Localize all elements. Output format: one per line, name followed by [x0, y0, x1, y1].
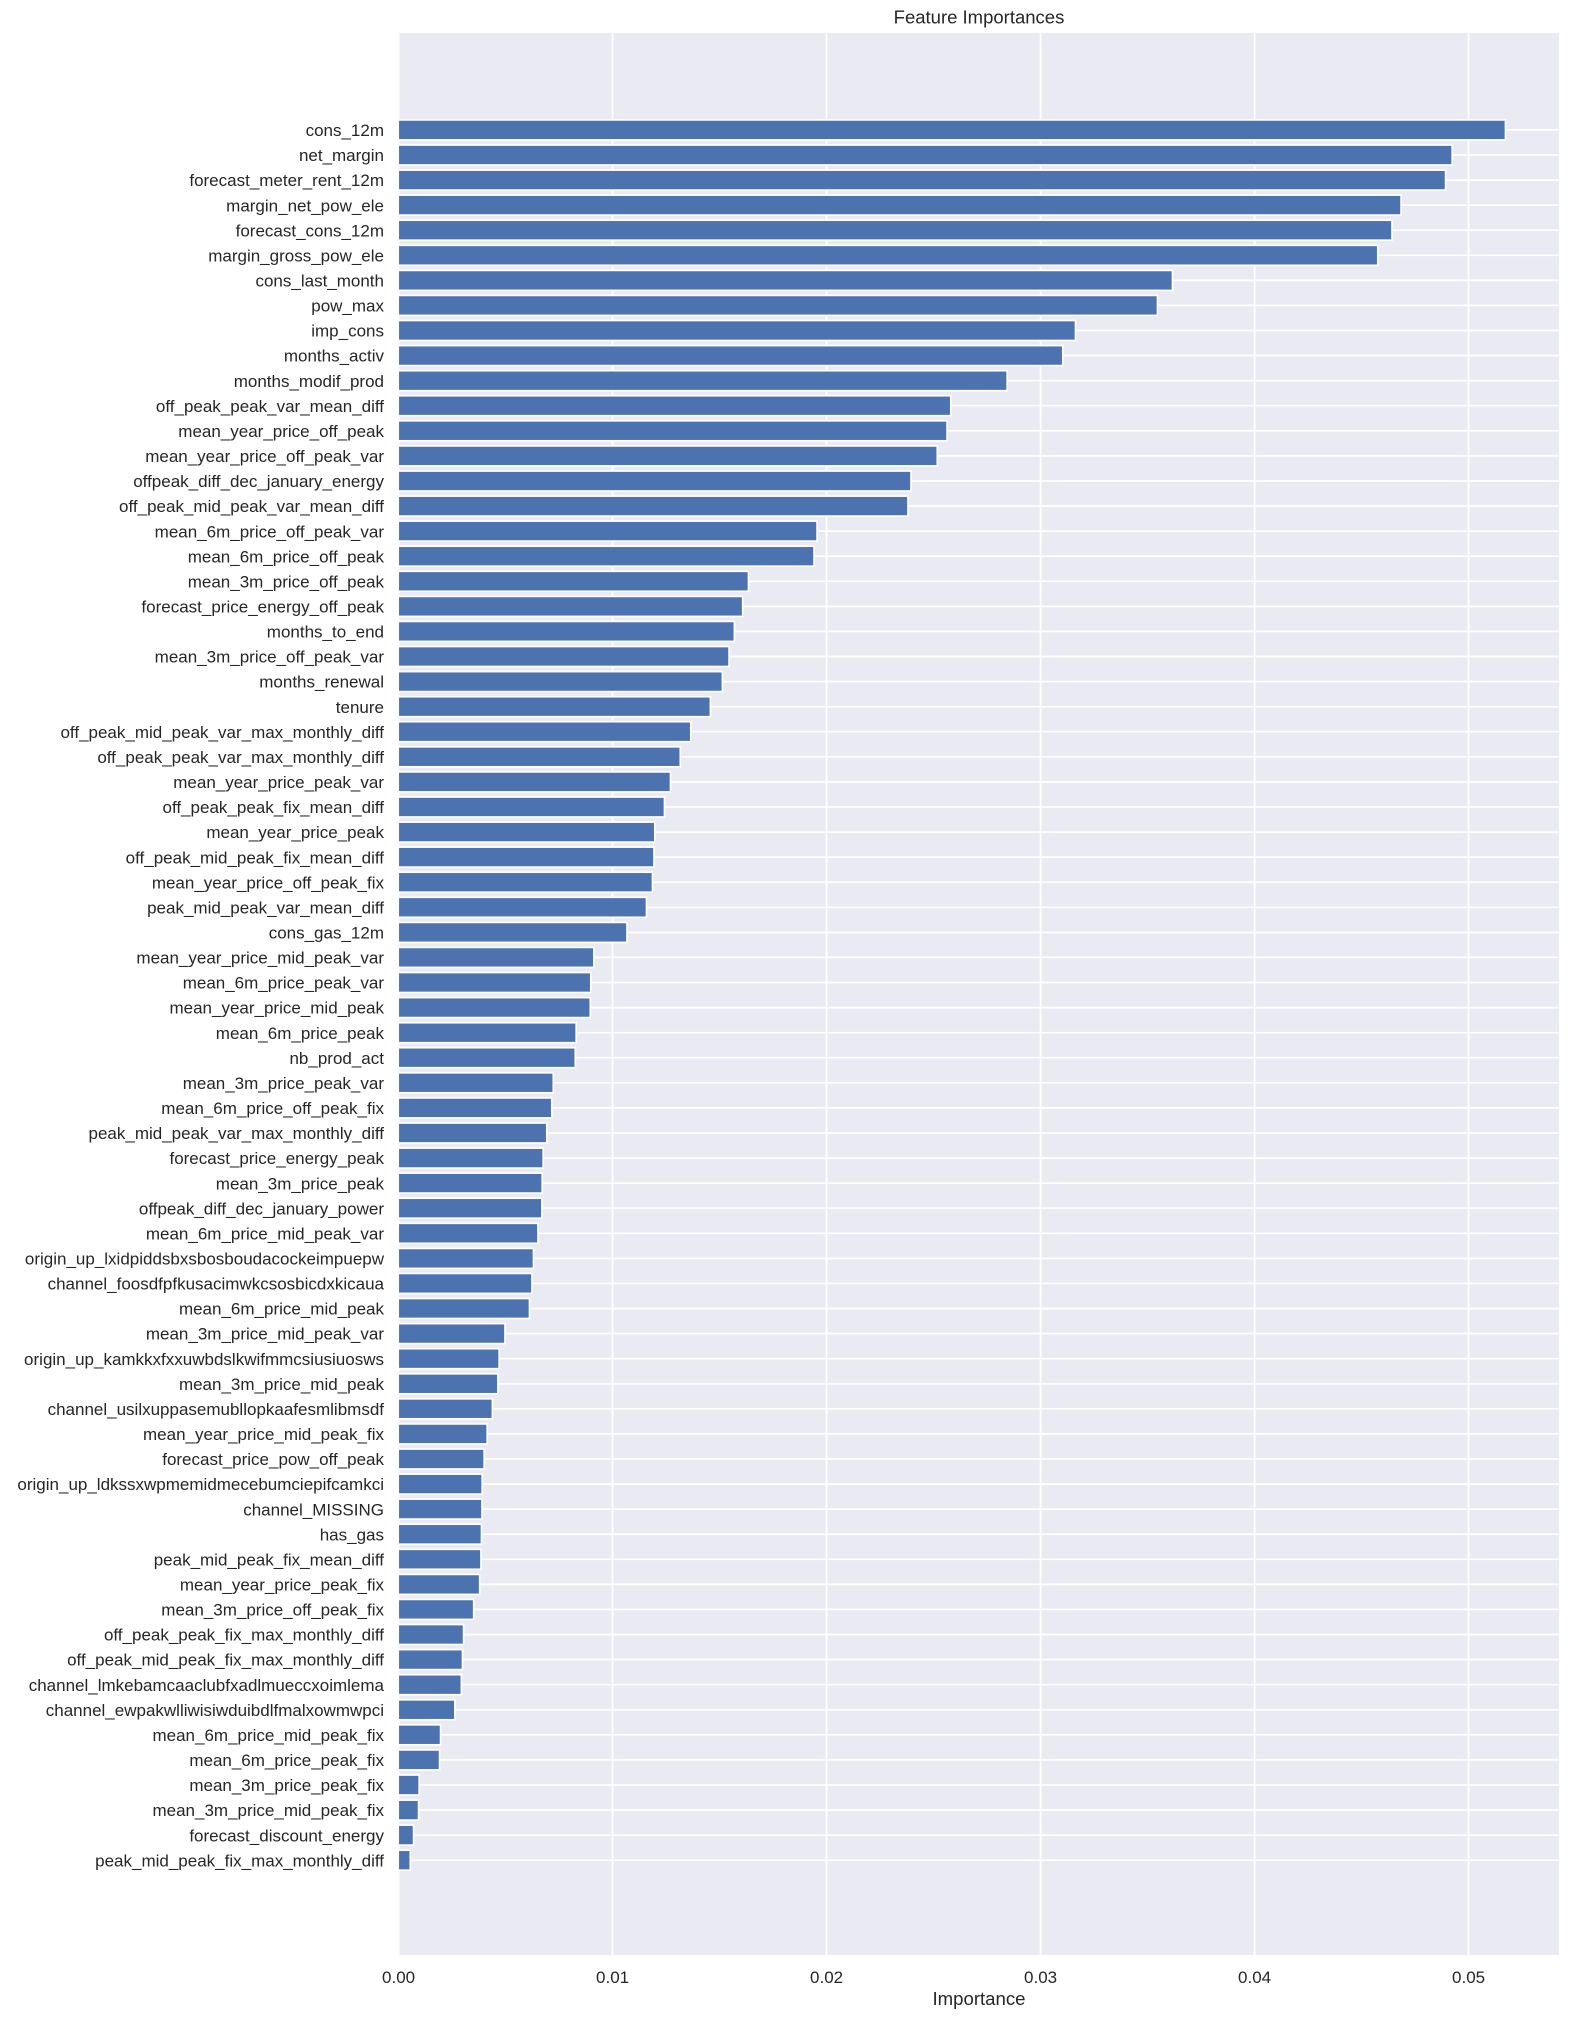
svg-text:mean_6m_price_mid_peak_var: mean_6m_price_mid_peak_var — [146, 1224, 384, 1243]
svg-text:0.00: 0.00 — [382, 1968, 415, 1987]
svg-text:mean_year_price_off_peak: mean_year_price_off_peak — [178, 422, 384, 441]
svg-text:mean_3m_price_peak: mean_3m_price_peak — [216, 1174, 385, 1193]
svg-text:forecast_discount_energy: forecast_discount_energy — [189, 1826, 384, 1845]
svg-text:cons_last_month: cons_last_month — [255, 272, 384, 291]
svg-text:nb_prod_act: nb_prod_act — [289, 1049, 384, 1068]
svg-text:mean_year_price_mid_peak_fix: mean_year_price_mid_peak_fix — [143, 1425, 384, 1444]
svg-text:mean_3m_price_off_peak: mean_3m_price_off_peak — [188, 572, 385, 591]
svg-text:forecast_price_energy_peak: forecast_price_energy_peak — [169, 1149, 384, 1168]
svg-text:months_modif_prod: months_modif_prod — [234, 372, 384, 391]
svg-text:forecast_cons_12m: forecast_cons_12m — [236, 221, 384, 240]
svg-text:has_gas: has_gas — [320, 1525, 384, 1544]
svg-text:0.02: 0.02 — [810, 1968, 843, 1987]
svg-text:0.03: 0.03 — [1024, 1968, 1057, 1987]
svg-text:mean_year_price_peak_fix: mean_year_price_peak_fix — [180, 1576, 385, 1595]
svg-text:months_to_end: months_to_end — [267, 623, 384, 642]
svg-text:mean_year_price_peak_var: mean_year_price_peak_var — [173, 773, 384, 792]
svg-text:off_peak_peak_var_mean_diff: off_peak_peak_var_mean_diff — [156, 397, 384, 416]
svg-text:origin_up_lxidpiddsbxsbosbouda: origin_up_lxidpiddsbxsbosboudacockeimpue… — [25, 1250, 385, 1269]
svg-text:offpeak_diff_dec_january_power: offpeak_diff_dec_january_power — [139, 1199, 384, 1218]
svg-text:peak_mid_peak_fix_mean_diff: peak_mid_peak_fix_mean_diff — [154, 1550, 385, 1569]
svg-text:mean_6m_price_peak_fix: mean_6m_price_peak_fix — [189, 1751, 384, 1770]
svg-text:origin_up_kamkkxfxxuwbdslkwifm: origin_up_kamkkxfxxuwbdslkwifmmcsiusiuos… — [24, 1350, 384, 1369]
svg-text:months_renewal: months_renewal — [259, 673, 384, 692]
svg-text:off_peak_peak_var_max_monthly_: off_peak_peak_var_max_monthly_diff — [97, 748, 384, 767]
svg-text:off_peak_mid_peak_var_max_mont: off_peak_mid_peak_var_max_monthly_diff — [60, 723, 384, 742]
svg-text:off_peak_mid_peak_var_mean_dif: off_peak_mid_peak_var_mean_diff — [119, 497, 384, 516]
svg-text:mean_year_price_mid_peak_var: mean_year_price_mid_peak_var — [136, 949, 384, 968]
svg-text:mean_3m_price_mid_peak_fix: mean_3m_price_mid_peak_fix — [152, 1801, 384, 1820]
svg-text:off_peak_mid_peak_fix_max_mont: off_peak_mid_peak_fix_max_monthly_diff — [67, 1651, 384, 1670]
svg-text:peak_mid_peak_var_mean_diff: peak_mid_peak_var_mean_diff — [147, 898, 384, 917]
svg-text:mean_6m_price_off_peak: mean_6m_price_off_peak — [188, 547, 385, 566]
svg-text:mean_6m_price_peak: mean_6m_price_peak — [216, 1024, 385, 1043]
svg-text:Importance: Importance — [932, 1988, 1025, 2009]
svg-text:tenure: tenure — [336, 698, 384, 717]
svg-text:mean_6m_price_peak_var: mean_6m_price_peak_var — [183, 974, 385, 993]
svg-text:channel_lmkebamcaaclubfxadlmue: channel_lmkebamcaaclubfxadlmueccxoimlema — [29, 1676, 385, 1695]
svg-text:pow_max: pow_max — [311, 297, 384, 316]
svg-text:cons_12m: cons_12m — [306, 121, 384, 140]
svg-text:mean_year_price_off_peak_var: mean_year_price_off_peak_var — [145, 447, 384, 466]
svg-text:mean_3m_price_peak_fix: mean_3m_price_peak_fix — [189, 1776, 384, 1795]
svg-text:channel_ewpakwlliwisiwduibdlfm: channel_ewpakwlliwisiwduibdlfmalxowmwpci — [46, 1701, 384, 1720]
svg-text:off_peak_mid_peak_fix_mean_dif: off_peak_mid_peak_fix_mean_diff — [126, 848, 385, 867]
svg-text:net_margin: net_margin — [299, 146, 384, 165]
svg-text:forecast_price_pow_off_peak: forecast_price_pow_off_peak — [162, 1450, 384, 1469]
svg-text:0.01: 0.01 — [596, 1968, 629, 1987]
svg-text:channel_usilxuppasemubllopkaaf: channel_usilxuppasemubllopkaafesmlibmsdf — [48, 1400, 385, 1419]
svg-text:mean_6m_price_mid_peak_fix: mean_6m_price_mid_peak_fix — [152, 1726, 384, 1745]
svg-text:mean_3m_price_peak_var: mean_3m_price_peak_var — [183, 1074, 385, 1093]
svg-text:off_peak_peak_fix_mean_diff: off_peak_peak_fix_mean_diff — [163, 798, 385, 817]
svg-text:imp_cons: imp_cons — [311, 322, 384, 341]
svg-text:mean_3m_price_mid_peak: mean_3m_price_mid_peak — [179, 1375, 385, 1394]
svg-text:offpeak_diff_dec_january_energ: offpeak_diff_dec_january_energy — [133, 472, 384, 491]
svg-text:channel_foosdfpfkusacimwkcsosb: channel_foosdfpfkusacimwkcsosbicdxkicaua — [48, 1275, 385, 1294]
svg-text:margin_net_pow_ele: margin_net_pow_ele — [226, 196, 384, 215]
svg-text:margin_gross_pow_ele: margin_gross_pow_ele — [208, 246, 384, 265]
svg-text:off_peak_peak_fix_max_monthly_: off_peak_peak_fix_max_monthly_diff — [104, 1626, 384, 1645]
svg-text:peak_mid_peak_fix_max_monthly_: peak_mid_peak_fix_max_monthly_diff — [95, 1851, 384, 1870]
svg-text:mean_year_price_mid_peak: mean_year_price_mid_peak — [169, 999, 384, 1018]
svg-text:channel_MISSING: channel_MISSING — [243, 1500, 384, 1519]
svg-text:mean_6m_price_mid_peak: mean_6m_price_mid_peak — [179, 1300, 385, 1319]
svg-text:cons_gas_12m: cons_gas_12m — [269, 924, 384, 943]
svg-text:peak_mid_peak_var_max_monthly_: peak_mid_peak_var_max_monthly_diff — [89, 1124, 385, 1143]
svg-text:mean_year_price_peak: mean_year_price_peak — [206, 823, 384, 842]
svg-text:forecast_price_energy_off_peak: forecast_price_energy_off_peak — [141, 598, 384, 617]
svg-text:mean_6m_price_off_peak_var: mean_6m_price_off_peak_var — [155, 522, 385, 541]
svg-text:mean_3m_price_mid_peak_var: mean_3m_price_mid_peak_var — [146, 1325, 384, 1344]
svg-text:mean_6m_price_off_peak_fix: mean_6m_price_off_peak_fix — [161, 1099, 384, 1118]
svg-text:0.05: 0.05 — [1452, 1968, 1485, 1987]
svg-text:forecast_meter_rent_12m: forecast_meter_rent_12m — [189, 171, 384, 190]
svg-text:Feature Importances: Feature Importances — [894, 7, 1065, 28]
svg-text:mean_3m_price_off_peak_var: mean_3m_price_off_peak_var — [155, 648, 385, 667]
svg-text:mean_3m_price_off_peak_fix: mean_3m_price_off_peak_fix — [161, 1601, 384, 1620]
svg-text:mean_year_price_off_peak_fix: mean_year_price_off_peak_fix — [152, 873, 385, 892]
svg-text:months_activ: months_activ — [284, 347, 385, 366]
svg-text:origin_up_ldkssxwpmemidmecebum: origin_up_ldkssxwpmemidmecebumciepifcamk… — [17, 1475, 384, 1494]
svg-text:0.04: 0.04 — [1238, 1968, 1271, 1987]
